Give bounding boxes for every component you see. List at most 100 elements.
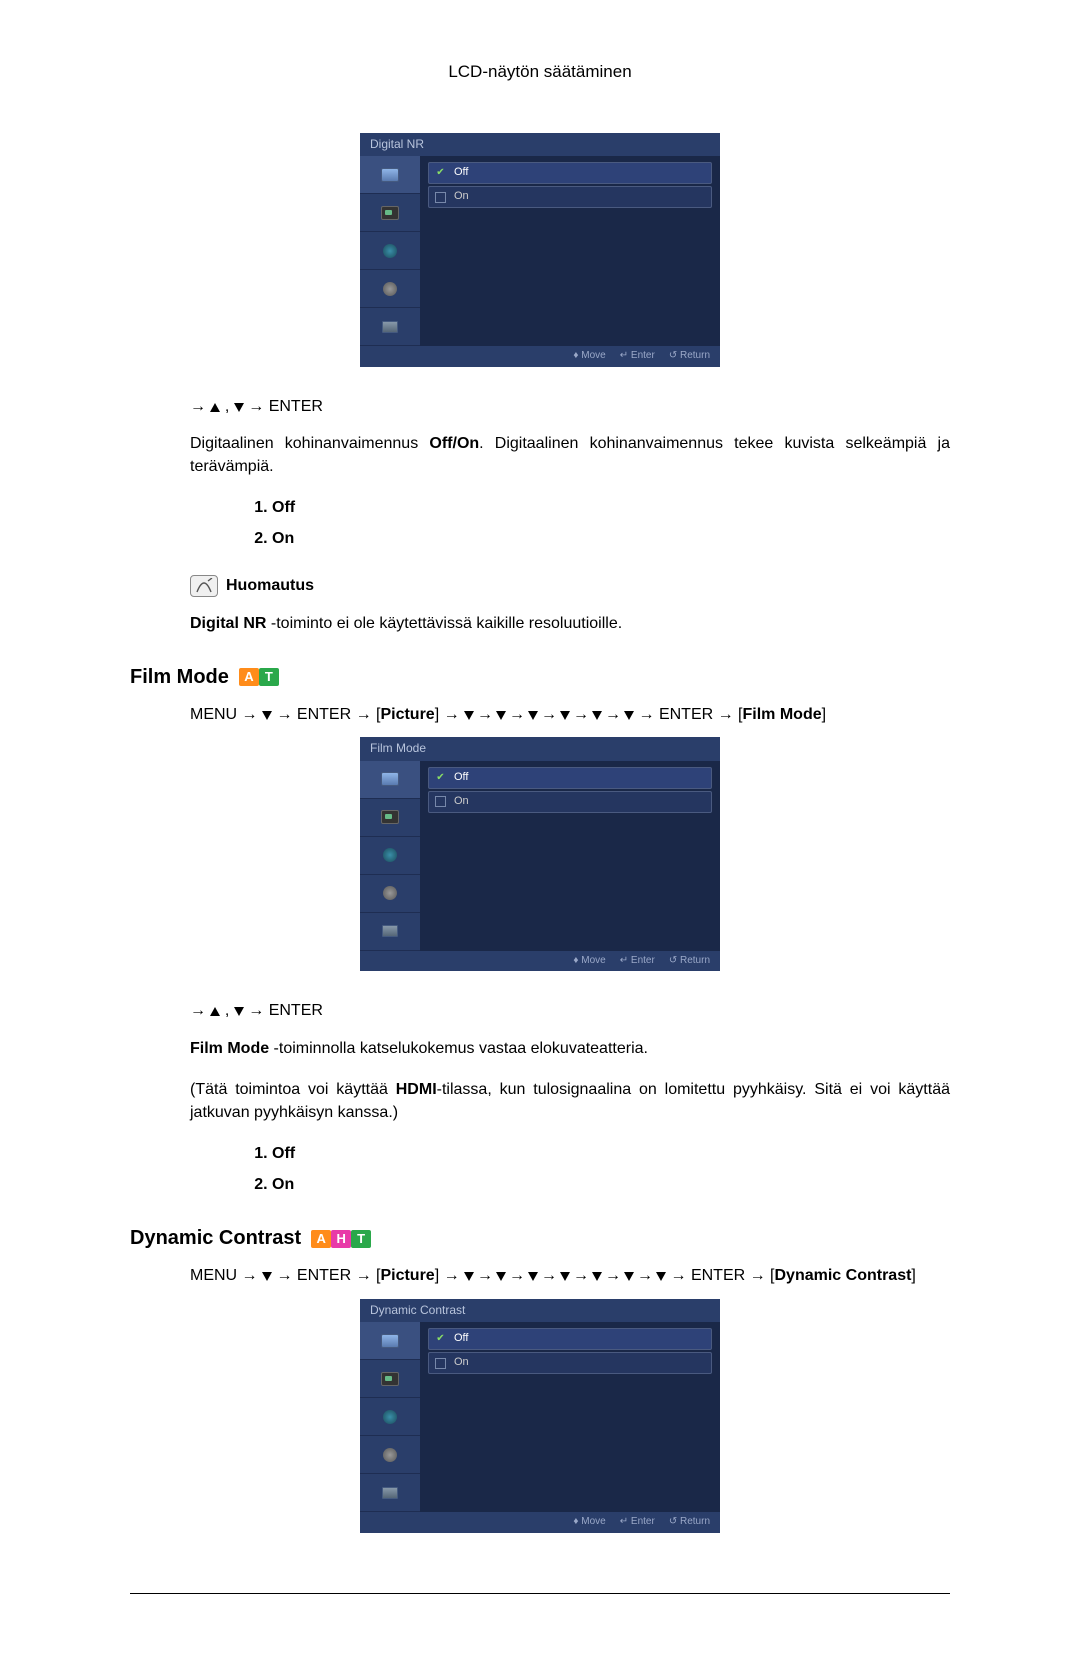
- screen-icon: [382, 925, 398, 937]
- badge-row: A T: [239, 668, 279, 686]
- osd-tab-input[interactable]: [360, 799, 420, 837]
- screen-icon: [382, 1487, 398, 1499]
- box-icon: [435, 796, 446, 807]
- heading-text: Dynamic Contrast: [130, 1224, 301, 1253]
- nav-instructions: → , → ENTER: [190, 999, 950, 1022]
- osd-tab-setup[interactable]: [360, 270, 420, 308]
- nav-instructions: → , → ENTER: [190, 395, 950, 418]
- picture-icon: [381, 772, 399, 786]
- list-item: Off: [272, 1142, 950, 1165]
- option-label: Off: [454, 770, 468, 786]
- osd-tab-picture[interactable]: [360, 156, 420, 194]
- note-icon: [190, 575, 218, 597]
- osd-film-mode: Film Mode ✔ Off On ♦ Move ↵ Enter ↺ Retur…: [360, 737, 720, 971]
- footer-move: ♦ Move: [573, 1515, 605, 1530]
- gear-icon: [383, 886, 397, 900]
- badge-h: H: [331, 1230, 351, 1248]
- footer-move: ♦ Move: [573, 349, 605, 364]
- osd-tab-multi[interactable]: [360, 1474, 420, 1512]
- osd-option-off[interactable]: ✔ Off: [428, 1328, 712, 1350]
- osd-dynamic-contrast: Dynamic Contrast ✔ Off On ♦ Move ↵ Enter …: [360, 1299, 720, 1533]
- footer-enter: ↵ Enter: [620, 1515, 655, 1530]
- gear-icon: [383, 1448, 397, 1462]
- osd-option-off[interactable]: ✔ Off: [428, 767, 712, 789]
- note-row: Huomautus: [190, 574, 950, 597]
- footer-enter: ↵ Enter: [620, 954, 655, 969]
- osd-title: Film Mode: [360, 737, 720, 760]
- osd-body: ✔ Off On: [360, 761, 720, 951]
- option-label: Off: [454, 1331, 468, 1347]
- list-item: On: [272, 1173, 950, 1196]
- option-label: On: [454, 794, 469, 810]
- check-icon: ✔: [435, 1334, 446, 1345]
- screen-icon: [382, 321, 398, 333]
- film-mode-description-2: (Tätä toimintoa voi käyttää HDMI-tilassa…: [190, 1078, 950, 1124]
- osd-title: Dynamic Contrast: [360, 1299, 720, 1322]
- digital-nr-options-list: Off On: [190, 496, 950, 550]
- footer-return: ↺ Return: [669, 349, 710, 364]
- check-icon: ✔: [435, 772, 446, 783]
- picture-icon: [381, 168, 399, 182]
- dynamic-contrast-heading: Dynamic Contrast A H T: [130, 1224, 950, 1253]
- osd-tab-input[interactable]: [360, 194, 420, 232]
- footer-divider: [130, 1593, 950, 1594]
- osd-tab-sound[interactable]: [360, 1398, 420, 1436]
- osd-main: ✔ Off On: [420, 1322, 720, 1512]
- osd-main: ✔ Off On: [420, 761, 720, 951]
- osd-tab-sound[interactable]: [360, 232, 420, 270]
- osd-sidebar: [360, 156, 420, 346]
- footer-move: ♦ Move: [573, 954, 605, 969]
- list-item: Off: [272, 496, 950, 519]
- footer-return: ↺ Return: [669, 1515, 710, 1530]
- picture-icon: [381, 1334, 399, 1348]
- osd-footer: ♦ Move ↵ Enter ↺ Return: [360, 1512, 720, 1533]
- check-icon: ✔: [435, 168, 446, 179]
- osd-option-on[interactable]: On: [428, 186, 712, 208]
- badge-a: A: [311, 1230, 331, 1248]
- osd-tab-setup[interactable]: [360, 1436, 420, 1474]
- box-icon: [435, 192, 446, 203]
- osd-tab-multi[interactable]: [360, 913, 420, 951]
- option-label: On: [454, 189, 469, 205]
- option-label: On: [454, 1355, 469, 1371]
- osd-sidebar: [360, 761, 420, 951]
- badge-row: A H T: [311, 1230, 371, 1248]
- osd-digital-nr: Digital NR ✔ Off On ♦ Move ↵ Enter ↺ Retu…: [360, 133, 720, 367]
- gear-icon: [383, 282, 397, 296]
- film-mode-heading: Film Mode A T: [130, 663, 950, 692]
- osd-option-off[interactable]: ✔ Off: [428, 162, 712, 184]
- footer-enter: ↵ Enter: [620, 349, 655, 364]
- page-title: LCD-näytön säätäminen: [130, 60, 950, 85]
- osd-tab-setup[interactable]: [360, 875, 420, 913]
- osd-tab-picture[interactable]: [360, 1322, 420, 1360]
- film-mode-description: Film Mode -toiminnolla katselukokemus va…: [190, 1037, 950, 1060]
- note-label: Huomautus: [226, 574, 314, 597]
- osd-option-on[interactable]: On: [428, 1352, 712, 1374]
- osd-option-on[interactable]: On: [428, 791, 712, 813]
- sound-icon: [383, 244, 397, 258]
- osd-tab-sound[interactable]: [360, 837, 420, 875]
- badge-t: T: [351, 1230, 371, 1248]
- osd-tab-picture[interactable]: [360, 761, 420, 799]
- heading-text: Film Mode: [130, 663, 229, 692]
- osd-title: Digital NR: [360, 133, 720, 156]
- osd-sidebar: [360, 1322, 420, 1512]
- osd-tab-input[interactable]: [360, 1360, 420, 1398]
- option-label: Off: [454, 165, 468, 181]
- osd-main: ✔ Off On: [420, 156, 720, 346]
- osd-footer: ♦ Move ↵ Enter ↺ Return: [360, 346, 720, 367]
- osd-body: ✔ Off On: [360, 1322, 720, 1512]
- input-icon: [381, 1372, 399, 1386]
- film-mode-menu-path: MENU → → ENTER → [Picture] → →→→→→ → ENT…: [190, 702, 950, 728]
- badge-a: A: [239, 668, 259, 686]
- osd-tab-multi[interactable]: [360, 308, 420, 346]
- box-icon: [435, 1358, 446, 1369]
- footer-return: ↺ Return: [669, 954, 710, 969]
- digital-nr-note: Digital NR -toiminto ei ole käytettäviss…: [190, 612, 950, 635]
- input-icon: [381, 810, 399, 824]
- film-mode-options-list: Off On: [190, 1142, 950, 1196]
- digital-nr-description: Digitaalinen kohinanvaimennus Off/On. Di…: [190, 432, 950, 478]
- osd-footer: ♦ Move ↵ Enter ↺ Return: [360, 951, 720, 972]
- osd-body: ✔ Off On: [360, 156, 720, 346]
- input-icon: [381, 206, 399, 220]
